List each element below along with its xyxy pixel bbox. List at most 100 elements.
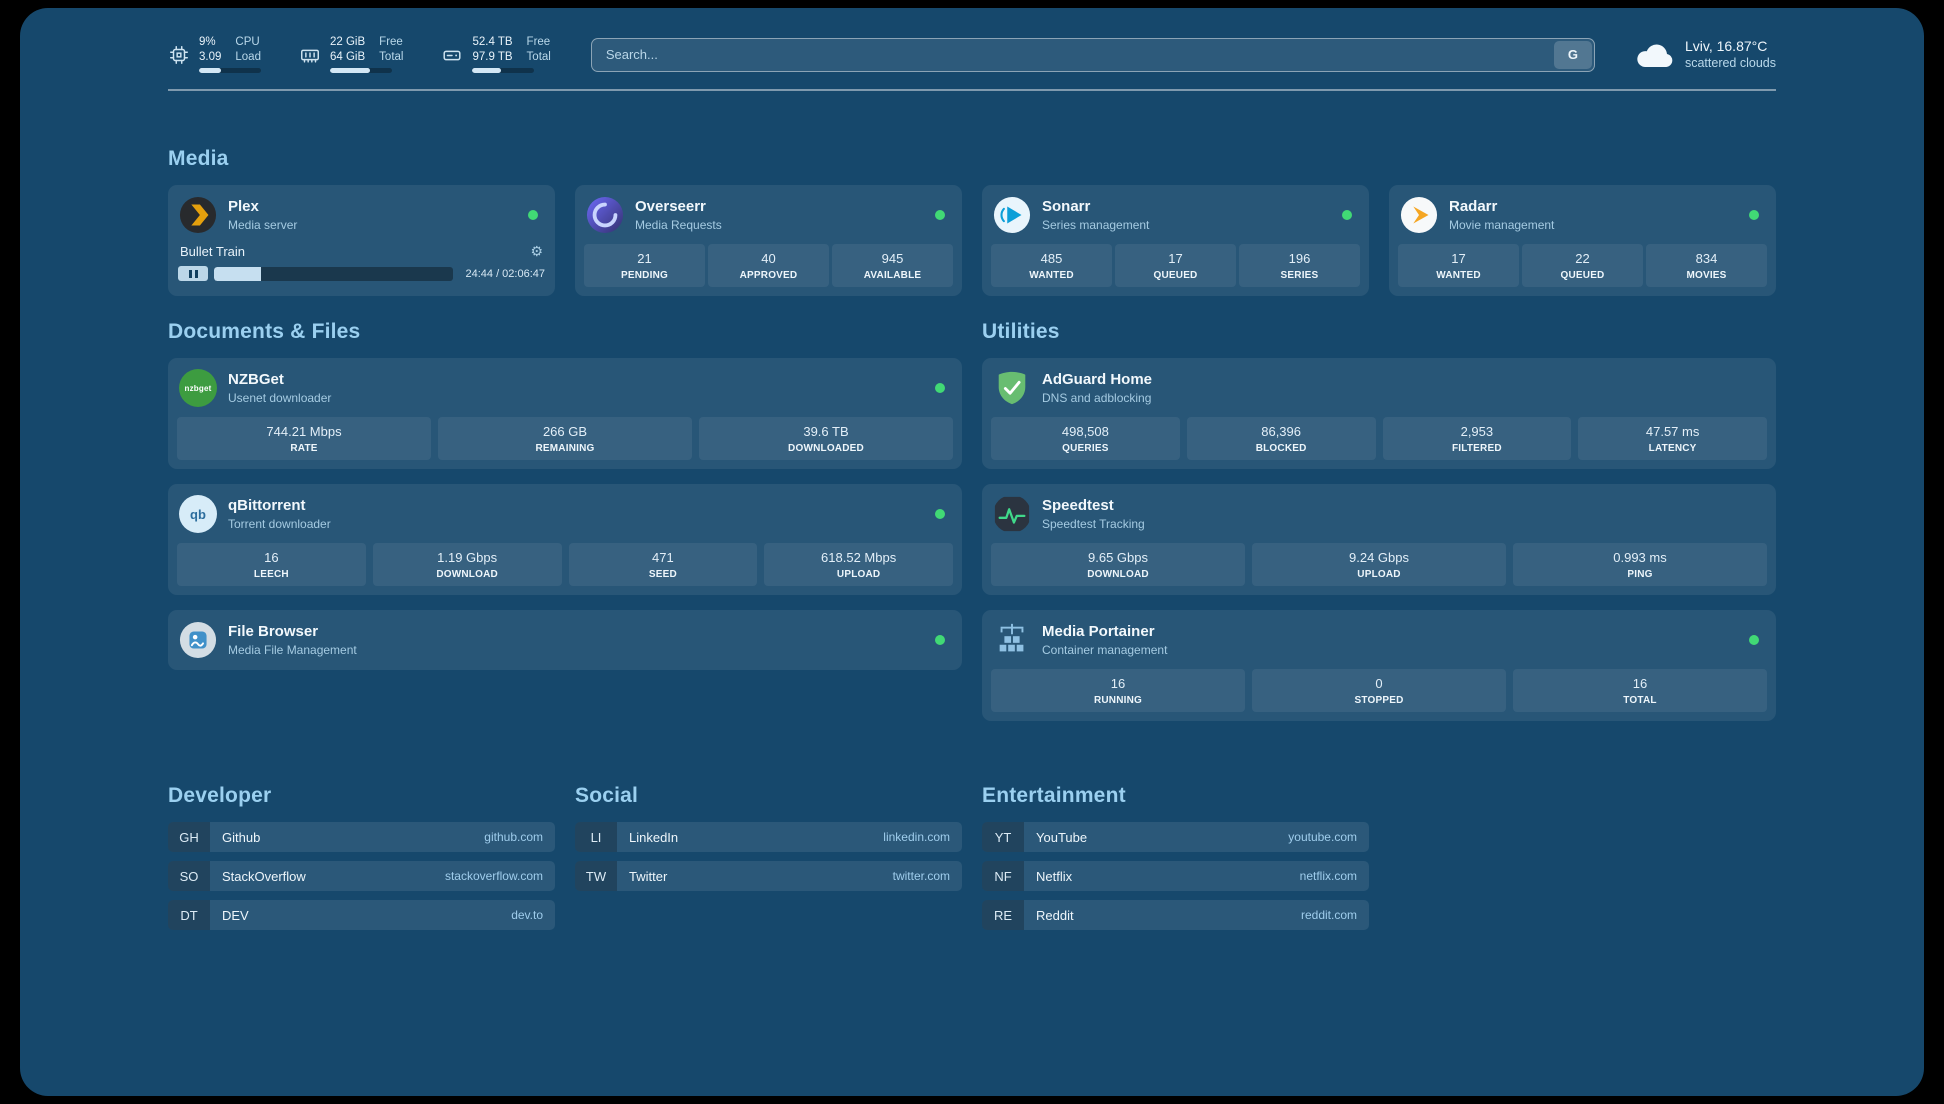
stat-box: 0 STOPPED — [1252, 669, 1506, 712]
app-card-sonarr[interactable]: Sonarr Series management 485 WANTED 17 Q… — [982, 185, 1369, 296]
stat-box: 22 QUEUED — [1522, 244, 1643, 287]
section-title-social: Social — [575, 784, 639, 807]
app-subtitle: Torrent downloader — [228, 517, 331, 531]
section-utilities: Utilities AdGuard Home DNS and adblockin… — [982, 320, 1776, 736]
search-input[interactable] — [593, 47, 1554, 62]
bookmark-dev[interactable]: DT DEV dev.to — [168, 900, 555, 930]
stat-box: 0.993 ms PING — [1513, 543, 1767, 586]
search-bar: G — [590, 37, 1595, 72]
radarr-icon — [1400, 196, 1438, 234]
section-documents: Documents & Files nzbget NZBGet Usenet d… — [168, 320, 962, 685]
app-card-filebrowser[interactable]: File Browser Media File Management — [168, 610, 962, 670]
disk-total-label: Total — [526, 51, 551, 63]
adguard-icon — [993, 369, 1031, 407]
app-name: File Browser — [228, 623, 319, 640]
bookmark-abbr: RE — [982, 900, 1024, 930]
stat-box: 39.6 TB DOWNLOADED — [699, 417, 953, 460]
app-name: Radarr — [1449, 198, 1498, 215]
app-card-radarr[interactable]: Radarr Movie management 17 WANTED 22 QUE… — [1389, 185, 1776, 296]
cpu-usage-bar — [199, 68, 261, 73]
app-name: Plex — [228, 198, 259, 215]
cpu-percent: 9% — [199, 36, 216, 48]
bookmark-name: StackOverflow — [222, 868, 306, 884]
bookmark-domain: netflix.com — [1299, 869, 1357, 883]
app-name: Overseerr — [635, 198, 706, 215]
bookmark-abbr: DT — [168, 900, 210, 930]
bookmark-domain: dev.to — [511, 908, 543, 922]
status-dot — [935, 210, 945, 220]
app-subtitle: Container management — [1042, 643, 1168, 657]
bookmark-reddit[interactable]: RE Reddit reddit.com — [982, 900, 1369, 930]
app-card-overseerr[interactable]: Overseerr Media Requests 21 PENDING 40 A… — [575, 185, 962, 296]
stat-box: 9.65 Gbps DOWNLOAD — [991, 543, 1245, 586]
bookmark-twitter[interactable]: TW Twitter twitter.com — [575, 861, 962, 891]
status-dot — [935, 383, 945, 393]
bookmark-youtube[interactable]: YT YouTube youtube.com — [982, 822, 1369, 852]
portainer-icon — [993, 621, 1031, 659]
bookmark-name: Netflix — [1036, 868, 1073, 884]
bookmark-linkedin[interactable]: LI LinkedIn linkedin.com — [575, 822, 962, 852]
playback-progress-bar — [214, 266, 454, 281]
bookmark-abbr: LI — [575, 822, 617, 852]
status-dot — [935, 509, 945, 519]
speedtest-icon — [993, 495, 1031, 533]
bookmark-name: DEV — [222, 907, 249, 923]
bookmark-abbr: GH — [168, 822, 210, 852]
app-card-adguard[interactable]: AdGuard Home DNS and adblocking 498,508 … — [982, 358, 1776, 469]
disk-widget: 52.4 TB 97.9 TB Free Total — [441, 36, 551, 73]
app-card-plex[interactable]: Plex Media server Bullet Train ⚙ 24:44 /… — [168, 185, 555, 296]
weather-condition: scattered clouds — [1684, 56, 1776, 70]
bookmark-domain: twitter.com — [892, 869, 950, 883]
app-name: Sonarr — [1042, 198, 1091, 215]
cpu-load-value: 3.09 — [199, 51, 222, 63]
overseerr-icon — [586, 196, 624, 234]
app-name: AdGuard Home — [1042, 371, 1153, 388]
app-subtitle: Series management — [1042, 218, 1150, 232]
app-card-speedtest[interactable]: Speedtest Speedtest Tracking 9.65 Gbps D… — [982, 484, 1776, 595]
status-dot — [1749, 210, 1759, 220]
stat-box: 16 TOTAL — [1513, 669, 1767, 712]
bookmark-abbr: YT — [982, 822, 1024, 852]
bookmark-name: Reddit — [1036, 907, 1074, 923]
bookmark-domain: youtube.com — [1288, 830, 1357, 844]
bookmark-name: YouTube — [1036, 829, 1088, 845]
cloud-icon — [1635, 40, 1675, 70]
playback-time: 24:44 / 02:06:47 — [465, 267, 545, 280]
weather-location: Lviv, 16.87°C — [1684, 38, 1768, 54]
status-dot — [935, 635, 945, 645]
app-name: Media Portainer — [1042, 623, 1155, 640]
memory-free-value: 22 GiB — [330, 36, 366, 48]
disk-usage-bar — [472, 68, 535, 73]
bookmark-group-social: Social LI LinkedIn linkedin.com TW Twitt… — [575, 784, 962, 939]
bookmark-abbr: NF — [982, 861, 1024, 891]
stat-box: 21 PENDING — [584, 244, 705, 287]
search-provider-button[interactable]: G — [1553, 40, 1592, 69]
memory-free-label: Free — [379, 36, 403, 48]
memory-usage-bar — [330, 68, 392, 73]
cpu-widget: 9% 3.09 CPU Load — [168, 36, 261, 73]
nzbget-icon: nzbget — [179, 369, 217, 407]
bookmark-domain: linkedin.com — [883, 830, 950, 844]
app-card-qbittorrent[interactable]: qb qBittorrent Torrent downloader 16 LEE… — [168, 484, 962, 595]
bookmark-netflix[interactable]: NF Netflix netflix.com — [982, 861, 1369, 891]
stat-box: 266 GB REMAINING — [438, 417, 692, 460]
memory-icon — [299, 44, 321, 66]
app-name: Speedtest — [1042, 497, 1114, 514]
bookmark-domain: reddit.com — [1300, 908, 1357, 922]
bookmark-github[interactable]: GH Github github.com — [168, 822, 555, 852]
app-card-nzbget[interactable]: nzbget NZBGet Usenet downloader 744.21 M… — [168, 358, 962, 469]
disk-free-value: 52.4 TB — [472, 36, 513, 48]
gear-icon[interactable]: ⚙ — [530, 243, 543, 259]
disk-icon — [441, 44, 463, 66]
app-card-portainer[interactable]: Media Portainer Container management 16 … — [982, 610, 1776, 721]
pause-button[interactable] — [178, 266, 208, 281]
stat-box: 1.19 Gbps DOWNLOAD — [372, 543, 562, 586]
status-dot — [528, 210, 538, 220]
disk-total-value: 97.9 TB — [472, 51, 513, 63]
app-subtitle: Speedtest Tracking — [1042, 517, 1145, 531]
memory-total-label: Total — [379, 51, 404, 63]
bookmark-stackoverflow[interactable]: SO StackOverflow stackoverflow.com — [168, 861, 555, 891]
stat-box: 17 WANTED — [1398, 244, 1519, 287]
status-dot — [1749, 635, 1759, 645]
stat-box: 485 WANTED — [991, 244, 1112, 287]
